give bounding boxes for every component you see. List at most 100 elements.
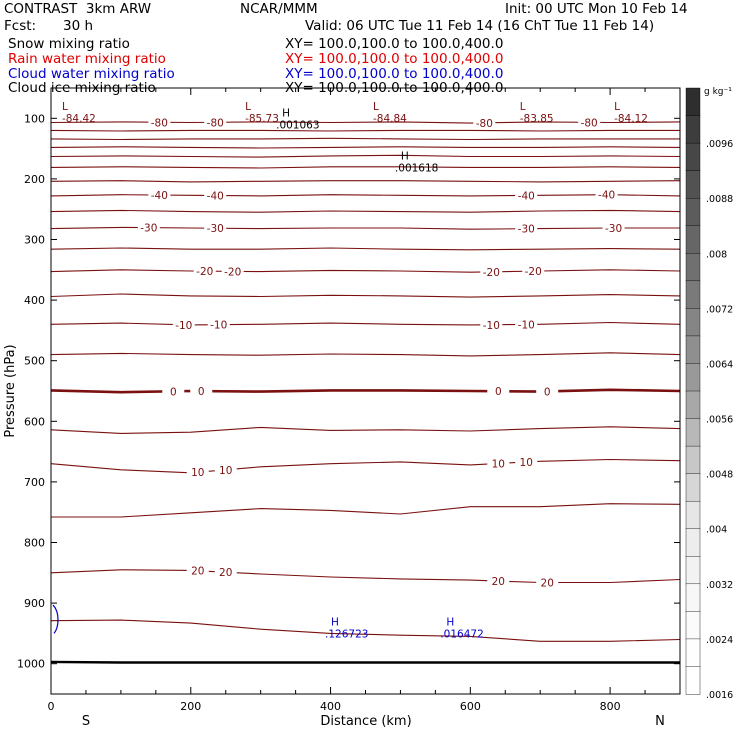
x-tick-label: 400 — [320, 700, 341, 713]
colorbar-band — [685, 611, 701, 640]
field-name-cloud-water: Cloud water mixing ratio — [8, 66, 175, 82]
x-tick-label: 800 — [600, 700, 621, 713]
extremum-value: .126723 — [325, 629, 368, 641]
contour-label-bg — [214, 566, 237, 578]
colorbar-band — [685, 556, 701, 585]
temperature-contour — [50, 166, 681, 169]
fcst-value: 30 h — [63, 18, 94, 34]
extremum-value: .001063 — [276, 119, 319, 131]
field-xy-cloud-water: XY= 100.0,100.0 to 100.0,400.0 — [285, 66, 504, 82]
contour-label-bg — [487, 457, 510, 469]
contour-label: -10 — [518, 319, 535, 331]
temperature-contour — [50, 154, 681, 158]
x-end-label-north: N — [655, 714, 665, 729]
chart-title: CONTRAST 3km ARW — [4, 1, 152, 17]
y-tick-label: 400 — [24, 294, 45, 307]
colorbar-label: .004 — [706, 525, 727, 536]
y-tick-label: 600 — [24, 415, 45, 428]
contour-label-bg — [536, 576, 559, 588]
colorbar-band — [685, 280, 701, 310]
extremum-marker: L — [62, 101, 68, 113]
contour-label: -80 — [207, 117, 224, 129]
contour-label: -20 — [224, 266, 241, 278]
extremum-marker: H — [331, 617, 339, 629]
contour-label-bg — [515, 318, 538, 330]
temperature-contour — [50, 137, 680, 141]
contour-label-bg — [148, 188, 171, 200]
contour-label-bg — [137, 221, 160, 233]
cloud-water-contour — [52, 604, 59, 634]
temperature-contour — [50, 388, 681, 394]
temperature-contour — [51, 503, 681, 518]
temperature-contour — [50, 569, 681, 584]
y-tick-label: 800 — [24, 537, 45, 550]
contour-label: -10 — [210, 320, 227, 332]
contour-label: 10 — [492, 458, 505, 470]
colorbar-band — [685, 170, 701, 199]
contour-label-bg — [595, 188, 618, 200]
extremum-value: -84.42 — [62, 113, 96, 125]
contour-label-bg — [186, 564, 209, 576]
x-tick-label: 0 — [48, 700, 55, 713]
colorbar-band — [685, 473, 701, 502]
colorbar-band — [685, 390, 701, 420]
contour-label: 0 — [495, 386, 502, 398]
contour-label-bg — [162, 385, 185, 397]
y-tick-label: 300 — [24, 234, 45, 247]
contour-label-bg — [522, 265, 545, 277]
contour-label-bg — [480, 318, 503, 330]
contour-label: -80 — [151, 117, 168, 129]
extremum-value: -83.85 — [520, 113, 554, 125]
y-tick-label: 900 — [24, 597, 45, 610]
temperature-contour — [50, 194, 681, 197]
colorbar-band — [685, 142, 701, 172]
colorbar-label: .008 — [706, 249, 727, 260]
contour-label: 10 — [219, 465, 232, 477]
contour-label-bg — [193, 265, 216, 277]
x-tick-label: 200 — [180, 700, 201, 713]
contour-label: -40 — [151, 190, 168, 202]
extremum-marker: H — [282, 107, 290, 119]
y-tick-label: 700 — [24, 476, 45, 489]
contour-layer: -80 -80 -80 -80-40 -40 -40 -40-30 -30 -30 -30-20-… — [50, 116, 681, 664]
extrema-layer: L-84.42L-85.73L-84.84L-83.85L-84.12H.001… — [62, 101, 648, 641]
colorbar-band — [685, 308, 701, 337]
temperature-contour — [50, 129, 680, 132]
contour-label-bg — [214, 463, 237, 475]
extremum-marker: L — [520, 101, 526, 113]
x-end-label-south: S — [82, 714, 90, 729]
contour-label: 20 — [191, 566, 204, 578]
contour-label-bg — [515, 189, 538, 201]
contour-label: -20 — [483, 267, 500, 279]
temperature-contour — [50, 619, 681, 642]
extremum-value: .016472 — [440, 629, 483, 641]
colorbar: .0096 .0088 .008 .0072 .0064 .0056 .0048 .004 .0… — [685, 87, 733, 701]
temperature-contour — [50, 293, 681, 298]
contour-label-bg — [473, 116, 496, 128]
temperature-contour — [50, 321, 681, 326]
contour-label-bg — [172, 318, 195, 330]
colorbar-band — [685, 197, 701, 227]
contour-label: -80 — [581, 117, 598, 129]
contour-label: -40 — [598, 190, 615, 202]
valid-time: Valid: 06 UTC Tue 11 Feb 14 (16 ChT Tue … — [305, 18, 655, 34]
temperature-contour — [50, 247, 681, 251]
contour-label-bg — [602, 221, 625, 233]
x-axis: 0 200 400 600 800 — [48, 88, 681, 713]
colorbar-label: .0056 — [706, 415, 733, 426]
colorbar-label: .0064 — [706, 359, 733, 370]
y-tick-label: 1000 — [17, 658, 45, 671]
temperature-contour — [50, 209, 681, 213]
contour-label: -30 — [518, 224, 535, 236]
contour-label: -20 — [196, 266, 213, 278]
y-tick-label: 500 — [24, 355, 45, 368]
contour-label-bg — [487, 385, 510, 397]
temperature-contour — [50, 426, 681, 434]
contour-label-bg — [221, 265, 244, 277]
colorbar-band — [685, 583, 701, 613]
contour-label: -30 — [605, 223, 622, 235]
extremum-value: -84.84 — [373, 113, 407, 125]
contour-label: 20 — [492, 576, 505, 588]
